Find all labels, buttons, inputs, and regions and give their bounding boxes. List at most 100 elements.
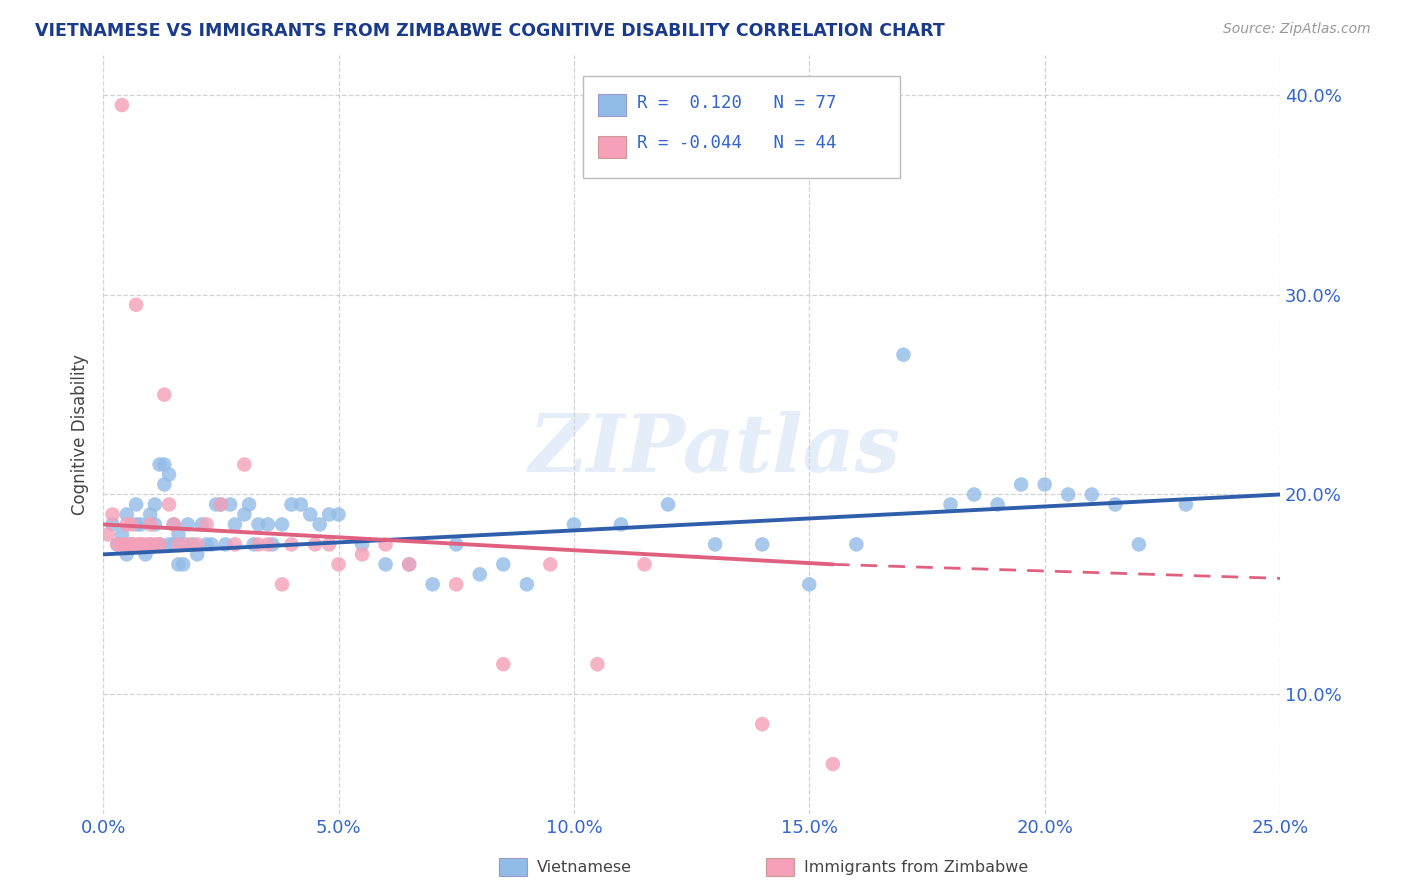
Point (610, 517, 633, 532)
Text: Immigrants from Zimbabwe: Immigrants from Zimbabwe (804, 860, 1028, 874)
Point (257, 537, 280, 551)
Point (304, 537, 326, 551)
Point (328, 558, 350, 572)
Point (125, 537, 148, 551)
Point (195, 537, 218, 551)
Point (143, 517, 166, 532)
Point (153, 477, 176, 491)
Point (134, 548, 156, 562)
Text: Source: ZipAtlas.com: Source: ZipAtlas.com (1223, 22, 1371, 37)
Point (139, 537, 162, 551)
Text: Vietnamese: Vietnamese (537, 860, 633, 874)
Point (799, 577, 821, 591)
Point (105, 537, 128, 551)
Point (120, 517, 142, 532)
Point (374, 558, 396, 572)
Point (157, 537, 180, 551)
Point (262, 537, 284, 551)
Point (586, 657, 609, 672)
Point (214, 537, 236, 551)
Point (153, 458, 176, 472)
Point (821, 757, 844, 772)
Point (352, 537, 374, 551)
Point (422, 577, 444, 591)
Point (209, 498, 232, 512)
Point (987, 498, 1010, 512)
Point (374, 537, 396, 551)
Point (1057, 487, 1080, 501)
Point (186, 548, 208, 562)
Point (111, 98, 134, 112)
Point (444, 577, 467, 591)
Point (398, 558, 420, 572)
Point (751, 537, 773, 551)
Point (444, 537, 467, 551)
Point (257, 517, 280, 532)
Point (115, 517, 138, 532)
Point (1174, 498, 1197, 512)
Point (238, 498, 260, 512)
Point (233, 508, 256, 522)
Point (163, 517, 186, 532)
Point (125, 298, 148, 312)
Point (1033, 477, 1056, 491)
Point (129, 537, 152, 551)
Point (139, 508, 162, 522)
Point (242, 537, 264, 551)
Point (633, 558, 655, 572)
Point (167, 527, 190, 541)
Point (191, 517, 214, 532)
Point (1128, 537, 1150, 551)
Point (219, 498, 242, 512)
Point (111, 537, 134, 551)
Point (280, 537, 302, 551)
Point (177, 537, 200, 551)
Point (163, 517, 186, 532)
Point (97, 527, 120, 541)
Text: R = -0.044   N = 44: R = -0.044 N = 44 (637, 134, 837, 152)
Point (562, 517, 585, 532)
Point (963, 487, 986, 501)
Point (516, 577, 538, 591)
Point (125, 498, 148, 512)
Point (318, 508, 340, 522)
Point (101, 517, 124, 532)
Point (200, 537, 222, 551)
Point (1010, 477, 1032, 491)
Point (167, 558, 190, 572)
Point (129, 517, 152, 532)
Point (893, 348, 915, 362)
Point (167, 537, 190, 551)
Point (115, 508, 138, 522)
Point (120, 537, 142, 551)
Text: VIETNAMESE VS IMMIGRANTS FROM ZIMBABWE COGNITIVE DISABILITY CORRELATION CHART: VIETNAMESE VS IMMIGRANTS FROM ZIMBABWE C… (35, 22, 945, 40)
Point (271, 517, 294, 532)
Point (657, 498, 679, 512)
Point (308, 517, 330, 532)
Point (224, 517, 246, 532)
Point (538, 558, 561, 572)
Point (149, 458, 172, 472)
Point (139, 517, 162, 532)
Point (205, 498, 228, 512)
Point (153, 387, 176, 401)
Point (468, 567, 491, 582)
Point (172, 558, 194, 572)
Point (318, 537, 340, 551)
Point (209, 498, 232, 512)
Point (1104, 498, 1126, 512)
Point (143, 498, 166, 512)
Point (120, 537, 142, 551)
Text: ZIPatlas: ZIPatlas (529, 411, 901, 489)
Point (328, 508, 350, 522)
Point (125, 517, 148, 532)
Text: R =  0.120   N = 77: R = 0.120 N = 77 (637, 94, 837, 112)
Point (299, 508, 322, 522)
Point (143, 537, 166, 551)
Point (939, 498, 962, 512)
Point (751, 717, 773, 731)
Point (704, 537, 727, 551)
Point (280, 498, 302, 512)
Point (163, 537, 186, 551)
Point (224, 537, 246, 551)
